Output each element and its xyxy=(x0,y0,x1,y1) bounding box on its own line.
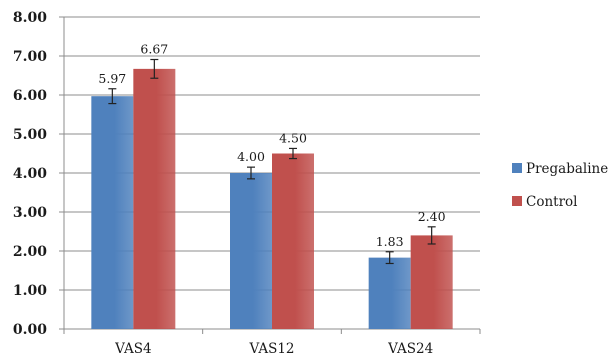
data-labels: 5.97 6.67 4.00 4.50 1.83 2.40 xyxy=(98,42,445,249)
error-bars xyxy=(108,58,436,265)
data-label: 5.97 xyxy=(98,71,126,86)
bar-pregabaline-vas24 xyxy=(368,257,411,329)
x-category-label: VAS24 xyxy=(387,341,433,357)
data-label: 4.00 xyxy=(237,149,265,164)
x-category-label: VAS12 xyxy=(248,341,294,357)
bar-control-vas24 xyxy=(410,235,453,329)
data-label: 1.83 xyxy=(376,234,404,249)
y-tick-label: 5.00 xyxy=(13,127,47,143)
bar-pregabaline-vas12 xyxy=(230,173,272,329)
legend-label: Control xyxy=(526,194,577,210)
legend-swatch-control xyxy=(512,196,522,206)
y-tick-label: 6.00 xyxy=(13,88,47,104)
x-axis-categories: VAS4 VAS12 VAS24 xyxy=(114,341,433,357)
y-tick-label: 7.00 xyxy=(13,49,47,65)
y-tick-label: 2.00 xyxy=(13,244,47,260)
data-label: 6.67 xyxy=(140,42,168,57)
y-tick-label: 0.00 xyxy=(13,322,47,338)
y-tick-label: 4.00 xyxy=(13,166,47,182)
data-label: 2.40 xyxy=(418,209,446,224)
legend-label: Pregabaline xyxy=(526,161,608,177)
x-category-label: VAS4 xyxy=(114,341,151,357)
data-label: 4.50 xyxy=(279,130,307,145)
bar-control-vas4 xyxy=(133,68,176,330)
bar-pregabaline-vas4 xyxy=(91,96,134,329)
y-tick-label: 8.00 xyxy=(13,10,47,26)
y-tick-label: 3.00 xyxy=(13,205,47,221)
bar-control-vas12 xyxy=(272,153,314,329)
bars xyxy=(91,68,453,330)
legend: Pregabaline Control xyxy=(512,161,608,210)
legend-swatch-pregabaline xyxy=(512,163,522,173)
y-axis-ticks: 0.00 1.00 2.00 3.00 4.00 5.00 6.00 7.00 8.00 xyxy=(13,10,64,338)
y-tick-label: 1.00 xyxy=(13,283,47,299)
